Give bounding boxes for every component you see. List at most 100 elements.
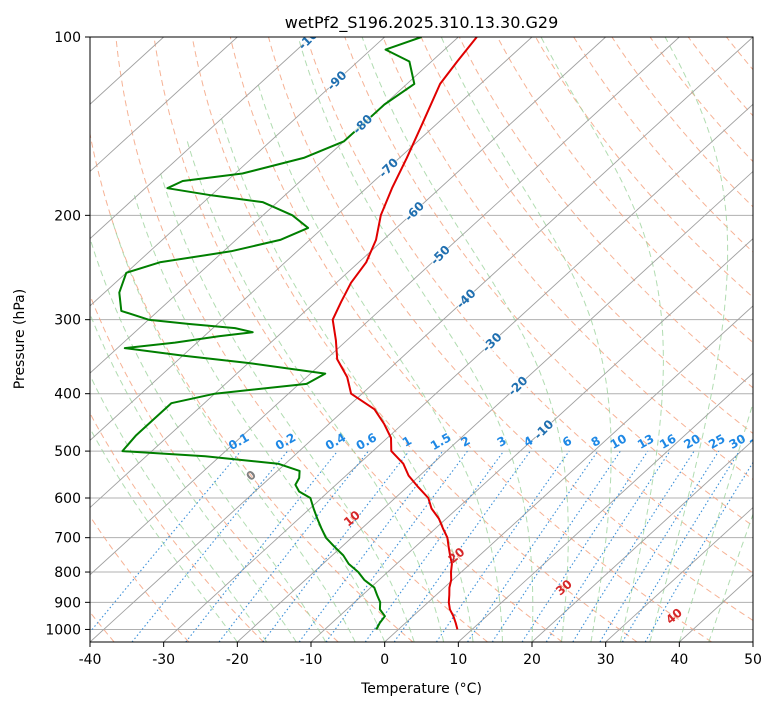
dry-adiabat-line [344, 37, 753, 527]
y-axis-title: Pressure (hPa) [12, 289, 28, 389]
mixing-ratio-line [545, 450, 671, 642]
dry-adiabats [90, 37, 753, 642]
y-tick-label: 800 [54, 565, 81, 581]
mixing-ratio-line [90, 450, 242, 633]
dry-adiabat-line [153, 37, 563, 642]
y-tick-label: 500 [54, 444, 81, 460]
dry-adiabat-line [191, 37, 638, 642]
dry-adiabat-line [90, 293, 339, 642]
y-tick-label: 600 [54, 491, 81, 507]
mixing-ratio-line [644, 461, 753, 642]
x-tick-label: 40 [670, 652, 688, 668]
moist-adiabat-line [649, 37, 729, 642]
dry-adiabat-line [382, 37, 753, 481]
y-tick-label: 900 [54, 595, 81, 611]
x-tick-label: 10 [449, 652, 467, 668]
isotherm-line [90, 37, 606, 509]
isotherm-label-bg [453, 286, 479, 312]
moist-adiabat-line [678, 401, 753, 642]
isotherm-line [237, 170, 753, 642]
y-tick-label: 700 [54, 531, 81, 547]
y-tick-label: 1000 [45, 622, 81, 638]
moist-adiabat-line [186, 141, 445, 642]
isotherm-label-bg [427, 242, 454, 268]
pressure-gridlines [90, 37, 753, 630]
isotherm-label-bg [298, 37, 324, 50]
sounding-profiles [118, 37, 478, 630]
isotherm-line [384, 305, 753, 642]
isotherm-line [310, 238, 753, 642]
dewpoint-profile-line [118, 37, 422, 630]
moist-adiabat-line [297, 37, 534, 642]
isotherm-label-bg [505, 373, 531, 399]
dry-adiabat-line [573, 37, 753, 253]
dry-adiabat-line [90, 412, 264, 642]
mixing-ratio-line [185, 450, 339, 642]
moist-adiabat-line [90, 374, 268, 642]
x-tick-label: -40 [79, 652, 102, 668]
dry-adiabat-line [649, 37, 753, 163]
mixing-ratio-line [364, 450, 505, 642]
y-tick-label: 300 [54, 313, 81, 329]
mixing-ratio-line [218, 450, 369, 642]
chart-title: wetPf2_S196.2025.310.13.30.G29 [285, 13, 559, 33]
x-tick-label: -20 [226, 652, 249, 668]
x-tick-label: -10 [300, 652, 323, 668]
x-tick-label: 50 [744, 652, 762, 668]
moist-adiabat-line [708, 513, 753, 642]
dry-adiabat-line [115, 37, 488, 642]
dry-adiabat-line [420, 37, 753, 435]
mixing-ratio-line [131, 450, 289, 642]
dry-adiabat-line [496, 37, 753, 344]
isotherm-label-bg [349, 111, 376, 137]
dry-adiabat-line [268, 37, 753, 622]
mixing-ratio-line [599, 450, 720, 642]
mixing-ratio-line [467, 450, 599, 642]
dry-adiabat-line [90, 131, 414, 642]
mixing-ratio-line [572, 450, 695, 642]
mixing-ratio-label: 36 [747, 431, 768, 451]
moist-adiabat-line [90, 312, 297, 642]
moist-adiabat-line [361, 37, 569, 642]
temperature-profile-line [331, 37, 478, 630]
dry-adiabat-line [458, 37, 753, 389]
mixing-ratio-line [621, 450, 740, 642]
axes: -40 -30 -20 -10 0 10 20 30 40 50 100 200 300 400 500 60… [45, 30, 762, 668]
mixing-ratio-line [262, 450, 410, 642]
isotherm-label-bg [375, 155, 402, 181]
y-tick-label: 400 [54, 387, 81, 403]
mixing-ratio-line [393, 450, 531, 642]
isotherm-line [605, 506, 753, 642]
y-tick-label: 200 [54, 208, 81, 224]
moist-adiabat-line [160, 173, 415, 642]
dry-adiabat-line [229, 37, 712, 642]
moist-adiabat-line [257, 83, 503, 642]
isotherm-line [90, 37, 385, 307]
isotherm-line [531, 439, 753, 642]
isotherm-line [90, 37, 312, 240]
isotherm-line [90, 37, 238, 173]
x-tick-label: 0 [380, 652, 389, 668]
moist-adiabat-line [540, 37, 664, 642]
x-axis-title: Temperature (°C) [360, 681, 482, 697]
isotherm-label-bg [401, 198, 428, 225]
plot-frame [89, 36, 754, 643]
x-tick-label: -30 [152, 652, 175, 668]
moist-adiabat-line [90, 236, 327, 642]
moist-adiabat-line [440, 37, 612, 642]
x-tick-label: 30 [597, 652, 615, 668]
moist-adiabat-line [133, 195, 386, 642]
isotherm-line [90, 37, 753, 642]
isotherm-label-bg [479, 329, 505, 356]
y-tick-label: 100 [54, 30, 81, 46]
isotherm-label-bg [531, 416, 557, 443]
isotherm-line [90, 37, 680, 576]
isotherm-line [458, 372, 753, 642]
isotherm-label-bg [324, 67, 350, 94]
plot-area: 0.10.20.40.611.52346810131620253036-100-… [90, 37, 768, 642]
mixing-ratio-lines [90, 450, 753, 642]
x-tick-label: 20 [523, 652, 541, 668]
moist-adiabat-line [219, 114, 474, 642]
